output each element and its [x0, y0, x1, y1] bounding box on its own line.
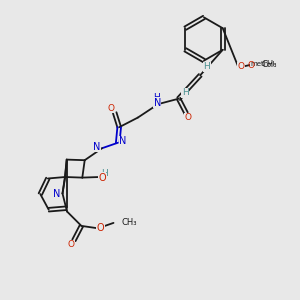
Text: methyl: methyl [250, 61, 275, 67]
Text: O: O [68, 240, 74, 249]
Text: O: O [184, 113, 191, 122]
Text: O: O [108, 104, 115, 113]
Text: N: N [154, 98, 161, 108]
Text: O: O [237, 62, 244, 71]
Text: CH₃: CH₃ [121, 218, 136, 227]
Text: H: H [101, 169, 108, 178]
Text: N: N [119, 136, 127, 146]
Text: O: O [98, 172, 106, 183]
Text: N: N [53, 189, 61, 200]
Text: O: O [247, 61, 254, 70]
Text: CH₃: CH₃ [262, 60, 278, 69]
Text: H: H [153, 93, 160, 102]
Text: H: H [182, 88, 189, 97]
Text: O: O [97, 223, 104, 233]
Text: H: H [203, 62, 210, 71]
Text: N: N [93, 142, 100, 152]
